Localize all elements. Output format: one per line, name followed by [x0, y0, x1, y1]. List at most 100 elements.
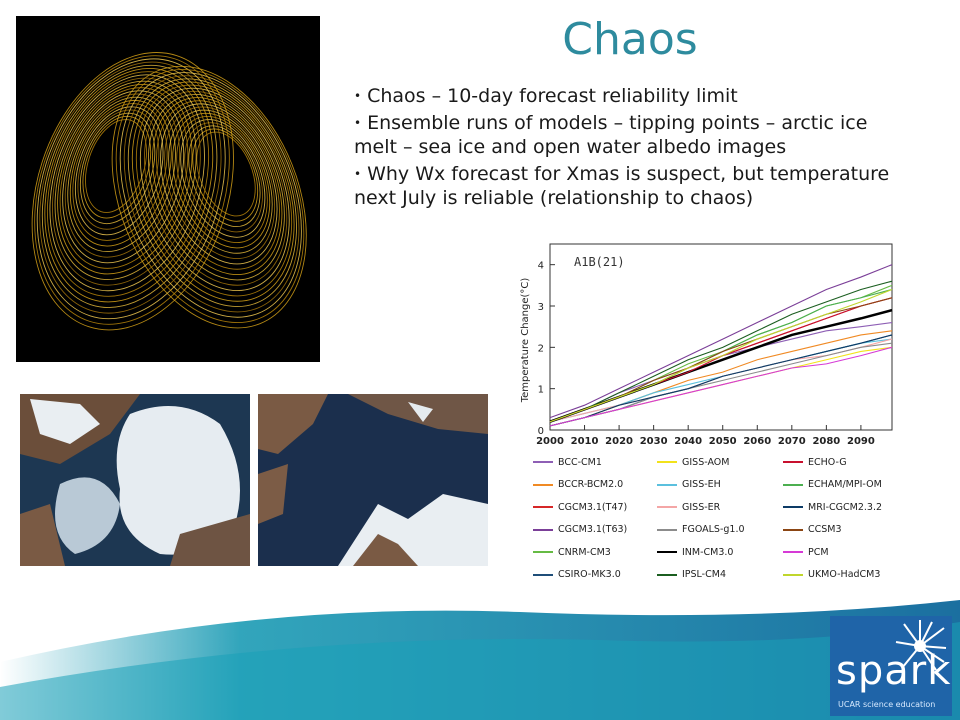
legend-label: FGOALS-g1.0 — [682, 524, 745, 535]
attractor-loop — [111, 65, 307, 329]
legend-label: CCSM3 — [808, 524, 842, 535]
attractor-loop — [59, 87, 189, 269]
footer-wave-band — [0, 600, 960, 720]
legend-label: IPSL-CM4 — [682, 569, 726, 580]
y-tick-label: 4 — [538, 261, 544, 272]
starburst-icon — [895, 620, 947, 671]
legend-swatch — [783, 483, 803, 486]
attractor-loop — [176, 115, 268, 244]
attractor-loop — [57, 83, 193, 275]
legend-label: PCM — [808, 546, 829, 558]
legend-item: IPSL-CM4 — [657, 569, 726, 581]
spark-logo: spark UCAR science education — [830, 616, 952, 716]
legend-swatch — [533, 483, 553, 486]
legend-swatch — [533, 551, 553, 553]
attractor-loop — [160, 103, 278, 265]
legend-label: GISS-AOM — [682, 456, 730, 468]
legend-item: GISS-EH — [657, 479, 721, 491]
bullet-item: • Chaos – 10-day forecast reliability lim… — [354, 84, 914, 108]
attractor-loop — [123, 75, 300, 313]
series-line — [549, 346, 893, 427]
logo-subtitle: UCAR science education — [838, 700, 936, 709]
legend-item: BCC-CM1 — [533, 456, 602, 468]
attractor-loop — [135, 84, 293, 297]
attractor-loop — [119, 72, 302, 318]
attractor-loop — [34, 55, 230, 325]
legend-label: GISS-ER — [682, 501, 721, 513]
legend-item: CCSM3 — [783, 524, 842, 536]
attractor-loop — [127, 78, 297, 308]
attractor-loop — [147, 94, 285, 281]
attractor-loop — [46, 71, 210, 297]
series-line — [549, 288, 893, 423]
attractor-loop — [172, 112, 271, 249]
legend-label: UKMO-HadCM3 — [808, 569, 881, 580]
attractor-loop — [184, 122, 263, 233]
attractor-loop — [131, 81, 295, 302]
legend-label: MRI-CGCM2.3.2 — [808, 501, 883, 513]
attractor-loop — [139, 87, 290, 292]
bullet-dot-icon: • — [354, 89, 362, 103]
bullet-text: Ensemble runs of models – tipping points… — [354, 112, 868, 158]
lorenz-attractor-image — [16, 16, 320, 362]
legend-item: PCM — [783, 546, 829, 558]
attractor-loop — [44, 68, 214, 303]
x-tick-label: 2000 — [536, 436, 564, 447]
legend-item: INM-CM3.0 — [657, 546, 733, 558]
attractor-loop — [36, 58, 226, 320]
bullet-item: • Ensemble runs of models – tipping point… — [354, 111, 914, 159]
legend-label: CGCM3.1(T47) — [558, 501, 628, 513]
legend-swatch — [533, 573, 553, 576]
attractor-loop — [188, 125, 261, 228]
bullet-item: • Why Wx forecast for Xmas is suspect, bu… — [354, 162, 914, 210]
bullet-dot-icon: • — [354, 167, 362, 181]
attractor-loop — [82, 115, 152, 219]
attractor-loop — [156, 100, 280, 270]
x-tick-label: 2060 — [743, 436, 771, 447]
series-line — [549, 264, 893, 419]
attractor-loop — [64, 93, 181, 258]
x-tick-label: 2070 — [778, 436, 806, 447]
legend-swatch — [533, 506, 553, 508]
legend-label: ECHAM/MPI-OM — [808, 479, 882, 490]
y-tick-label: 2 — [538, 343, 544, 354]
legend-item: FGOALS-g1.0 — [657, 524, 745, 536]
legend-item: GISS-AOM — [657, 456, 729, 468]
legend-item: CGCM3.1(T47) — [533, 501, 627, 513]
attractor-loop — [115, 68, 305, 324]
attractor-loop — [192, 128, 259, 222]
legend-item: UKMO-HadCM3 — [783, 569, 880, 581]
legend-swatch — [657, 573, 677, 576]
chart-legend: BCC-CM1 BCCR-BCM2.0 CGCM3.1(T47) CGCM3.1(T6… — [533, 452, 913, 592]
temperature-change-chart: A1B(21) Temperature Change(°C) 0 1 2 3 4 200… — [520, 243, 893, 447]
legend-swatch — [657, 551, 677, 553]
legend-item: CSIRO-MK3.0 — [533, 569, 621, 581]
attractor-loop — [62, 90, 185, 264]
attractor-loop — [31, 52, 234, 331]
legend-item: CGCM3.1(T63) — [533, 524, 627, 536]
series-line — [549, 280, 893, 423]
legend-item: ECHAM/MPI-OM — [783, 479, 882, 491]
legend-swatch — [533, 528, 553, 531]
open-water-satellite-image — [258, 394, 488, 566]
x-tick-label: 2050 — [709, 436, 737, 447]
legend-swatch — [783, 461, 803, 463]
legend-label: GISS-EH — [682, 479, 721, 490]
series-line — [549, 334, 893, 427]
legend-swatch — [783, 551, 803, 553]
attractor-loop — [152, 97, 283, 276]
bullet-dot-icon: • — [354, 116, 362, 130]
legend-item: ECHO-G — [783, 456, 847, 468]
x-tick-label: 2080 — [812, 436, 840, 447]
attractor-loop — [164, 106, 276, 260]
legend-label: CSIRO-MK3.0 — [558, 569, 621, 580]
x-tick-label: 2010 — [571, 436, 599, 447]
legend-label: BCC-CM1 — [558, 456, 602, 468]
attractor-loop — [143, 90, 288, 286]
legend-swatch — [533, 461, 553, 463]
legend-swatch — [657, 483, 677, 486]
legend-item: CNRM-CM3 — [533, 546, 611, 558]
y-tick-label: 3 — [538, 302, 544, 313]
legend-swatch — [657, 506, 677, 508]
bullet-list: • Chaos – 10-day forecast reliability lim… — [354, 84, 914, 213]
